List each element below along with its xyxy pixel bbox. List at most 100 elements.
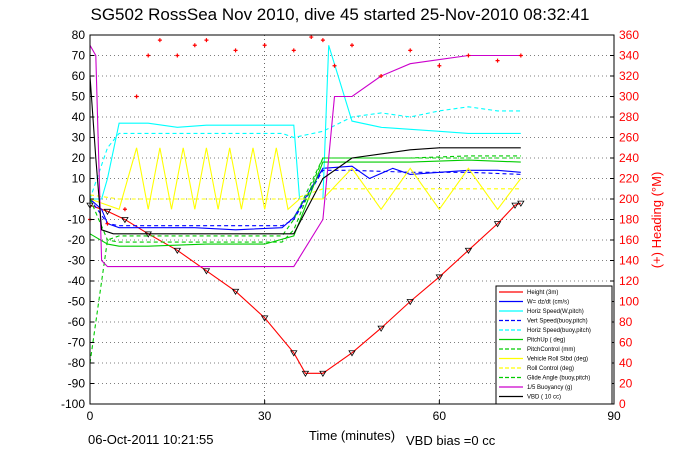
y2-tick-label: 300 xyxy=(619,90,639,104)
y-tick-label: -90 xyxy=(68,377,86,391)
legend-entry: PitchControl (mm) xyxy=(527,347,575,353)
legend-entry: 1/5 Buoyancy (g) xyxy=(527,385,572,391)
footer-note: VBD bias =0 cc xyxy=(406,433,496,448)
height-marker xyxy=(290,350,298,357)
y-tick-label: 20 xyxy=(72,151,86,165)
height-marker xyxy=(517,200,525,207)
y-tick-label: -70 xyxy=(68,336,86,350)
legend-box xyxy=(495,285,613,405)
y-tick-label: -10 xyxy=(68,213,86,227)
right-axis-label: (+) Heading (°M) xyxy=(649,172,664,269)
height-marker xyxy=(406,299,414,306)
x-axis: 0 30 60 90 xyxy=(87,400,621,423)
legend-entry: Horiz Speed(W,pitch) xyxy=(527,309,584,315)
height-marker xyxy=(377,325,385,332)
height-marker xyxy=(121,217,129,224)
series-pitchcontrol-mm xyxy=(89,157,521,364)
series-vert-speed-buoy-pitch xyxy=(89,169,521,227)
heading-marker xyxy=(175,53,180,58)
y2-tick-label: 40 xyxy=(619,356,633,370)
chart-title: SG502 RossSea Nov 2010, dive 45 started … xyxy=(91,5,590,24)
height-marker xyxy=(173,247,182,255)
x-tick-label: 90 xyxy=(607,409,621,423)
height-marker xyxy=(319,370,327,378)
y-tick-label: 70 xyxy=(72,49,86,63)
y2-tick-label: 360 xyxy=(619,28,639,42)
y2-tick-label: 280 xyxy=(619,110,639,124)
y2-tick-label: 80 xyxy=(619,315,633,329)
y-tick-label: -30 xyxy=(68,254,86,268)
legend-entry: Vehicle Roll Stbd (deg) xyxy=(527,357,588,363)
series-roll-control-deg xyxy=(89,188,521,200)
series-vehicle-roll-stbd-deg xyxy=(89,147,522,211)
series-pitchup-deg xyxy=(89,159,521,247)
heading-marker xyxy=(146,53,151,58)
heading-marker xyxy=(437,63,442,68)
y-tick-label: 10 xyxy=(72,172,86,186)
y2-tick-label: 100 xyxy=(619,295,639,309)
heading-marker xyxy=(105,221,110,226)
height-marker xyxy=(493,221,502,228)
legend-entry: Vert Speed(buoy,pitch) xyxy=(527,319,588,325)
y-tick-label: -50 xyxy=(68,295,86,309)
x-axis-label: Time (minutes) xyxy=(309,428,395,443)
heading-marker xyxy=(291,48,296,53)
legend-entry: W= dz/dt (cm/s) xyxy=(527,300,569,306)
heading-marker xyxy=(379,74,384,78)
heading-marker xyxy=(122,207,127,212)
y2-tick-label: 340 xyxy=(619,49,639,63)
y2-tick-label: 160 xyxy=(619,233,639,247)
plot-area xyxy=(86,35,525,378)
heading-marker xyxy=(262,43,267,48)
heading-marker xyxy=(466,53,471,58)
y2-tick-label: 260 xyxy=(619,131,639,145)
height-marker xyxy=(511,202,519,209)
y-tick-label: 80 xyxy=(72,28,86,42)
heading-marker xyxy=(495,58,500,63)
legend-entry: Horiz Speed(buoy,pitch) xyxy=(527,328,591,334)
series-horiz-speed-w-pitch xyxy=(90,45,521,200)
x-tick-label: 60 xyxy=(433,409,447,423)
height-marker xyxy=(103,208,112,216)
heading-marker xyxy=(134,94,139,99)
footer-date: 06-Oct-2011 10:21:55 xyxy=(88,432,214,447)
x-tick-label: 0 xyxy=(87,409,94,423)
height-marker xyxy=(231,288,240,296)
y-tick-label: 30 xyxy=(72,131,86,145)
height-marker xyxy=(202,268,211,275)
heading-marker xyxy=(332,63,337,68)
height-marker xyxy=(464,247,473,255)
y2-tick-label: 320 xyxy=(619,69,639,83)
heading-marker xyxy=(408,48,413,53)
y-tick-label: -20 xyxy=(68,233,86,247)
legend-entry: Glide Angle (buoy,pitch) xyxy=(527,376,590,382)
left-axis: 80 70 60 50 40 30 20 10 0 -10 -20 -30 -40 -50 -60 -70 -8… xyxy=(61,28,94,411)
y-tick-label: -40 xyxy=(68,274,86,288)
height-marker xyxy=(435,274,444,281)
y2-tick-label: 0 xyxy=(619,397,626,411)
y-tick-label: 0 xyxy=(78,192,85,206)
y-tick-label: -100 xyxy=(61,397,85,411)
series-vbd-10-cc xyxy=(89,75,521,235)
y2-tick-label: 220 xyxy=(619,172,639,186)
y2-tick-label: 60 xyxy=(619,336,633,350)
series-glide-angle-buoy-pitch xyxy=(89,155,521,243)
right-axis: 3603403203002802602402202001801601401201… xyxy=(610,28,639,411)
heading-marker xyxy=(518,53,523,58)
y-tick-label: -60 xyxy=(68,315,86,329)
height-marker xyxy=(260,315,269,322)
heading-marker xyxy=(320,38,325,43)
legend-entry: VBD ( 10 cc) xyxy=(527,395,561,401)
y2-tick-label: 20 xyxy=(619,377,633,391)
y-tick-label: 40 xyxy=(72,110,86,124)
y-tick-label: 60 xyxy=(72,69,86,83)
heading-marker xyxy=(192,43,197,48)
legend-entry: PitchUp ( deg) xyxy=(527,338,565,344)
height-marker xyxy=(301,370,310,378)
heading-marker xyxy=(350,43,354,48)
y2-tick-label: 200 xyxy=(619,192,639,206)
y-tick-label: -80 xyxy=(68,356,86,370)
y2-tick-label: 140 xyxy=(619,254,639,268)
heading-marker xyxy=(309,35,314,40)
heading-marker xyxy=(157,38,162,43)
